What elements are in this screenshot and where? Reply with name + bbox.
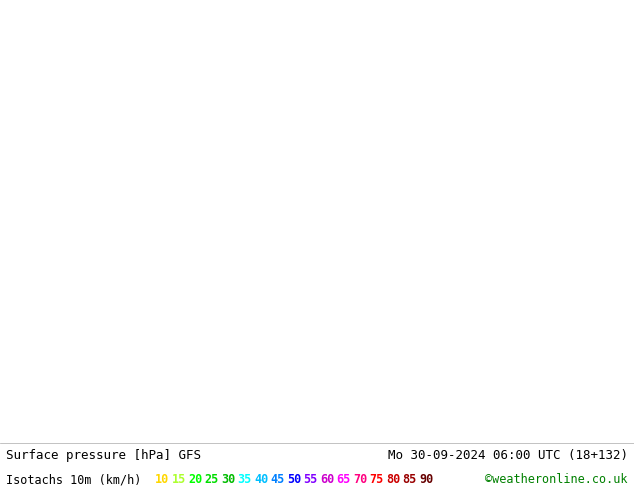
Text: 55: 55 (304, 473, 318, 486)
Text: Surface pressure [hPa] GFS: Surface pressure [hPa] GFS (6, 448, 202, 462)
Text: 65: 65 (337, 473, 351, 486)
Text: Mo 30-09-2024 06:00 UTC (18+132): Mo 30-09-2024 06:00 UTC (18+132) (387, 448, 628, 462)
Text: 85: 85 (403, 473, 417, 486)
Text: 50: 50 (287, 473, 301, 486)
Text: ©weatheronline.co.uk: ©weatheronline.co.uk (485, 473, 628, 486)
Text: 20: 20 (188, 473, 202, 486)
Text: 40: 40 (254, 473, 268, 486)
Text: 80: 80 (386, 473, 400, 486)
Text: 90: 90 (419, 473, 433, 486)
Text: 15: 15 (172, 473, 186, 486)
Text: 75: 75 (370, 473, 384, 486)
Text: Isotachs 10m (km/h): Isotachs 10m (km/h) (6, 473, 142, 486)
Text: 45: 45 (271, 473, 285, 486)
Text: 70: 70 (353, 473, 367, 486)
Text: 10: 10 (155, 473, 169, 486)
Text: 30: 30 (221, 473, 235, 486)
Text: 35: 35 (238, 473, 252, 486)
Text: 25: 25 (205, 473, 219, 486)
Text: 60: 60 (320, 473, 334, 486)
